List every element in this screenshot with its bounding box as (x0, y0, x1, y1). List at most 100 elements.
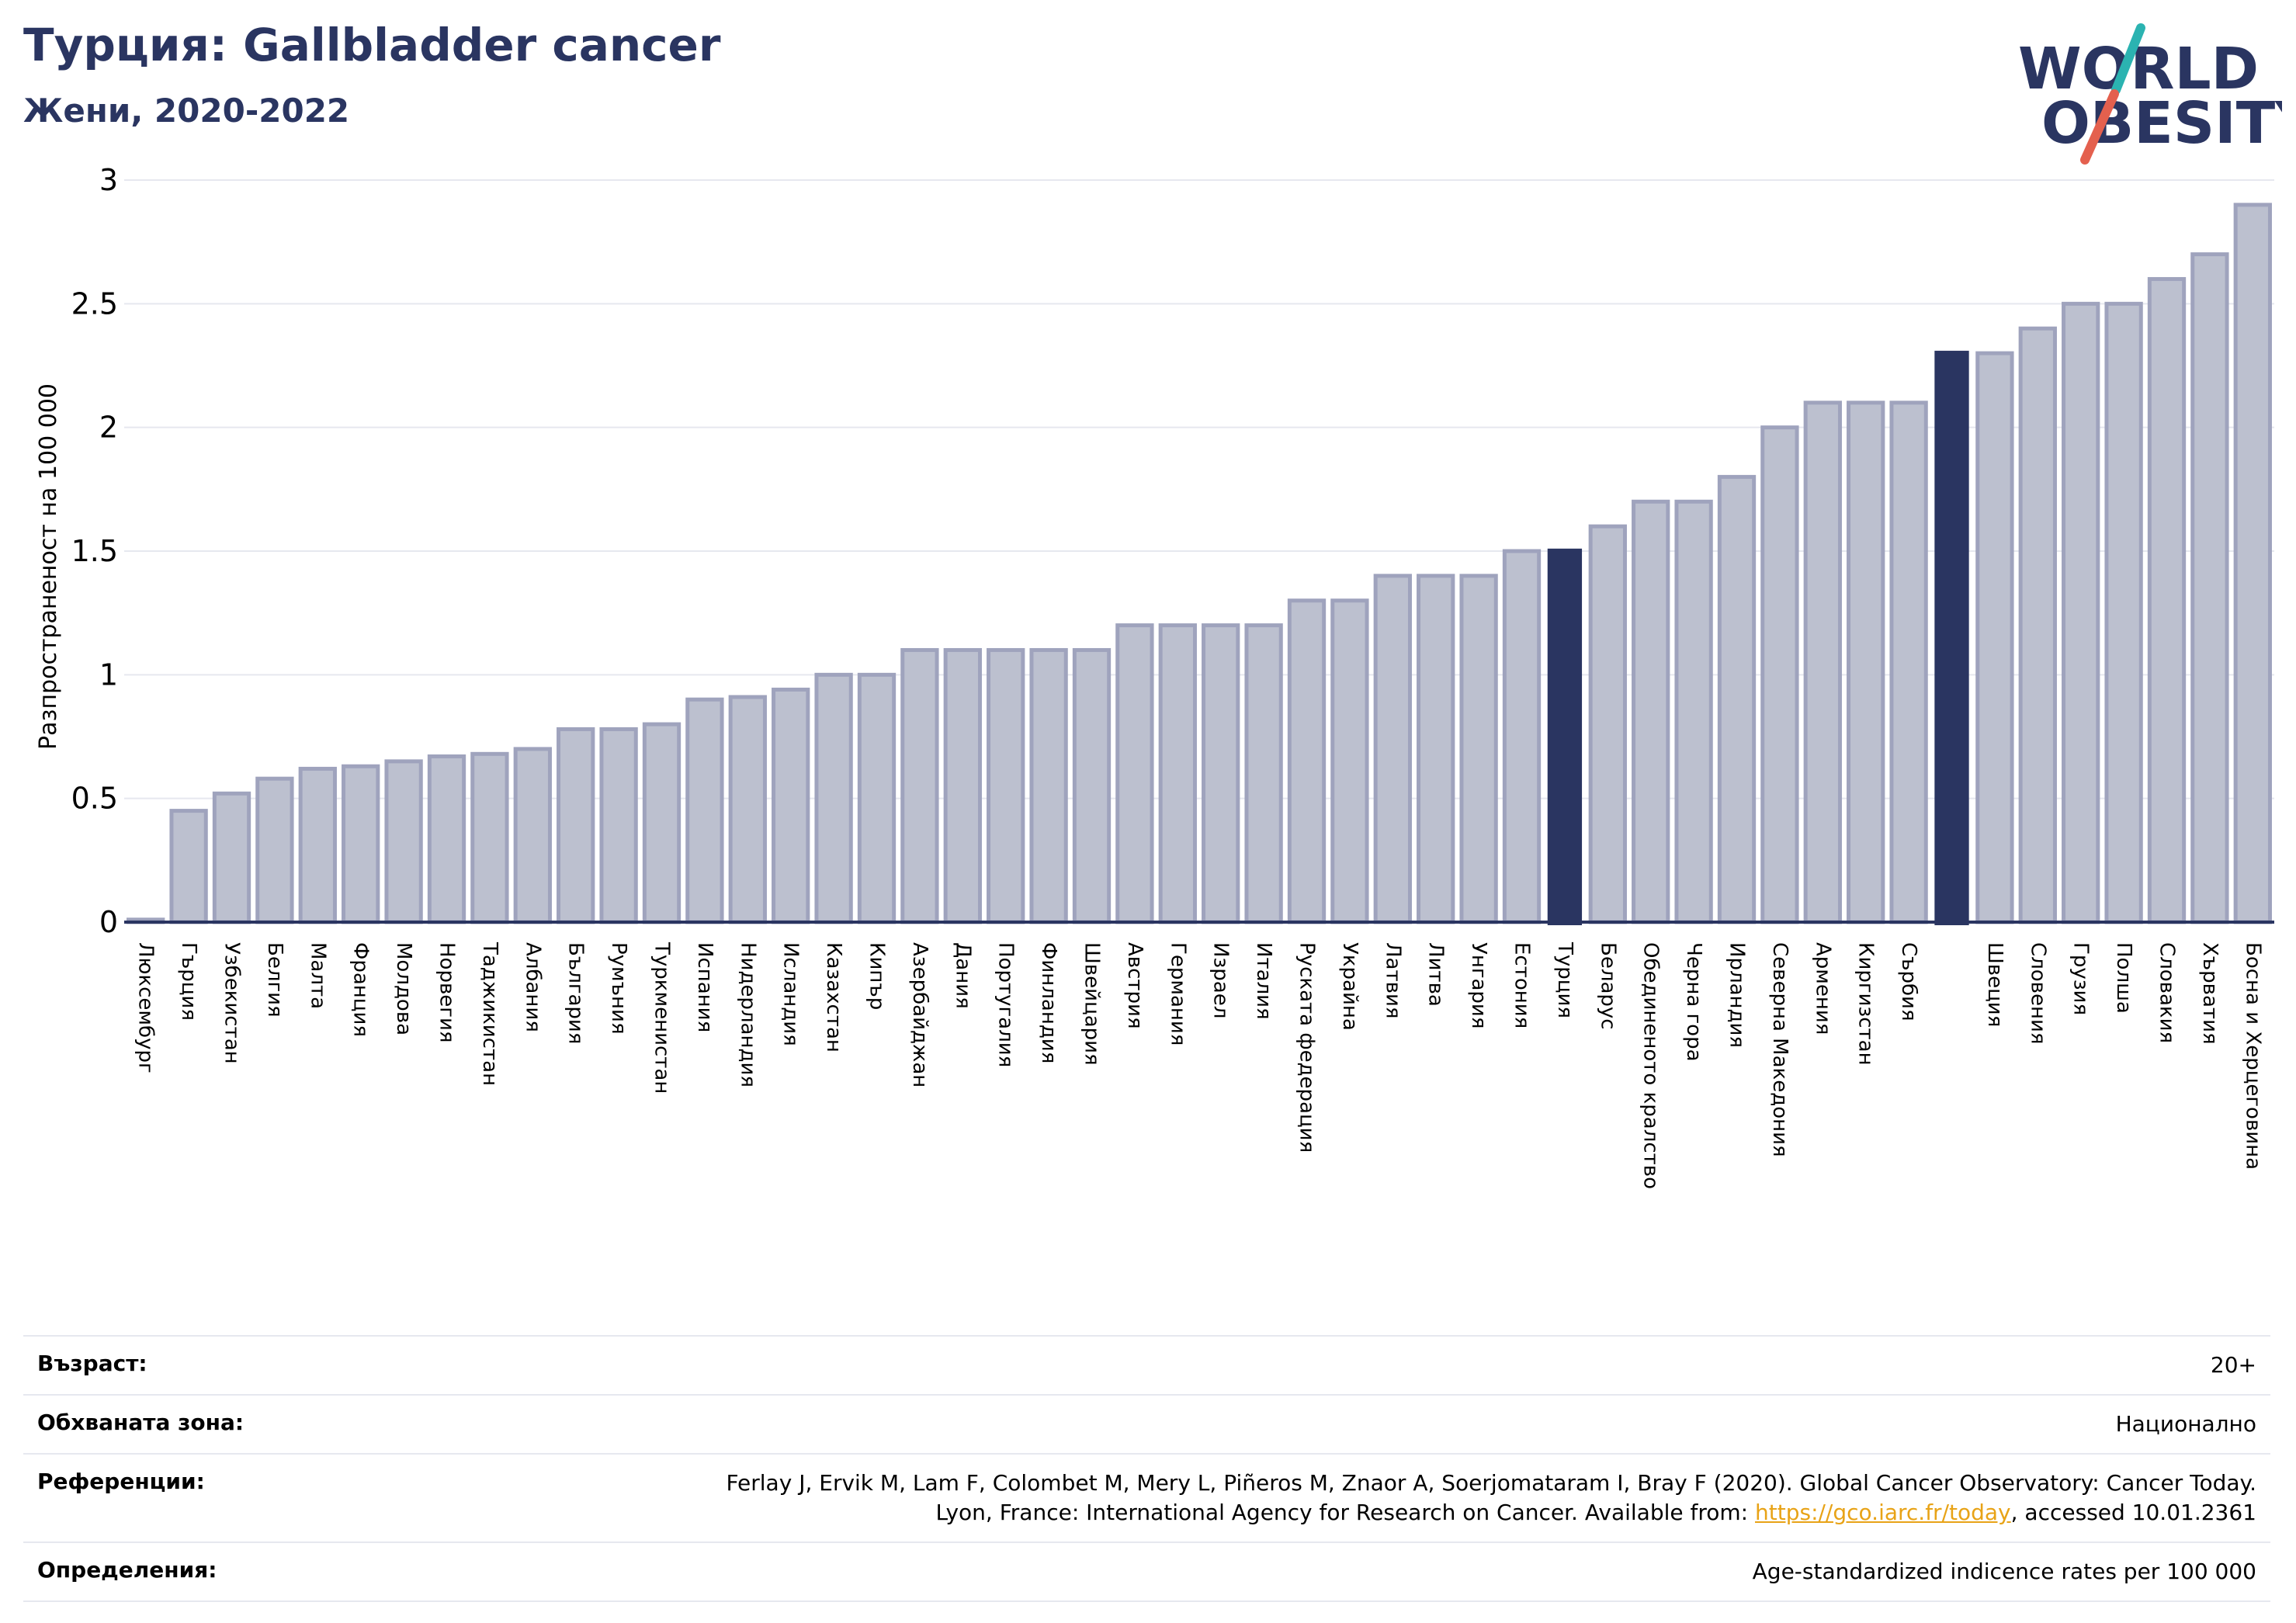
reference-line1: Ferlay J, Ervik M, Lam F, Colombet M, Me… (726, 1470, 2256, 1496)
reference-link[interactable]: https://gco.iarc.fr/today (1755, 1500, 2011, 1525)
bar (557, 727, 595, 924)
bar (1202, 623, 1240, 924)
world-obesity-logo: WORLD OBESITY (2018, 23, 2282, 165)
logo-slash-coral (2080, 89, 2119, 165)
meta-row-references: Референции: Ferlay J, Ervik M, Lam F, Co… (23, 1453, 2270, 1542)
x-tick-label: Израел (1209, 942, 1233, 1018)
x-tick-label: Молдова (392, 942, 415, 1035)
x-tick-label: Малта (306, 942, 329, 1009)
y-tick-label: 3 (99, 163, 118, 197)
x-tick-label: Дания (951, 942, 974, 1009)
bar (900, 647, 939, 924)
bar (2233, 203, 2272, 924)
x-tick-label: Италия (1252, 942, 1275, 1020)
y-axis-ticks: 0 0.5 1 1.5 2 2.5 3 (71, 163, 118, 939)
bar (814, 672, 853, 924)
bar (2147, 276, 2187, 924)
x-tick-label: Словения (2026, 942, 2049, 1045)
x-tick-label: Австрия (1123, 942, 1146, 1029)
x-tick-label: Финландия (1037, 942, 1060, 1063)
bar (384, 759, 423, 924)
logo-slash-teal (2111, 23, 2145, 95)
bar (1029, 647, 1068, 924)
bar (1287, 598, 1327, 924)
x-tick-label: Туркменистан (650, 942, 674, 1094)
y-tick-label: 0.5 (71, 782, 118, 816)
x-tick-label: Кипър (865, 942, 889, 1010)
x-tick-label: Франция (349, 942, 373, 1037)
bar (2104, 301, 2143, 924)
x-tick-label: Естония (1510, 942, 1534, 1028)
x-tick-label: Киргизстан (1854, 942, 1878, 1066)
bar (943, 647, 982, 924)
bar (1459, 574, 1498, 924)
meta-key-age: Възраст: (37, 1351, 147, 1376)
x-tick-label: Полша (2112, 942, 2135, 1014)
y-tick-label: 2.5 (71, 286, 118, 321)
x-tick-label: България (564, 942, 588, 1044)
bar (1115, 623, 1154, 924)
bar (255, 776, 294, 924)
bar (1934, 350, 1969, 925)
x-tick-label: Гърция (177, 942, 200, 1021)
bar (513, 747, 552, 924)
x-tick-label: Таджикистан (478, 942, 501, 1086)
x-tick-label: Албания (521, 942, 544, 1032)
x-tick-label: Люксембург (134, 942, 158, 1073)
x-tick-label: Ирландия (1725, 942, 1749, 1048)
x-tick-label: Швеция (1983, 942, 2006, 1027)
bar (470, 751, 509, 924)
x-tick-label: Хърватия (2198, 942, 2221, 1045)
reference-line2-post: , accessed 10.01.2361 (2010, 1500, 2256, 1525)
bar (1373, 574, 1412, 924)
bar (2018, 326, 2057, 924)
bar (1158, 623, 1197, 924)
bar (685, 697, 724, 924)
bar (1975, 351, 2014, 924)
x-tick-label: Белгия (263, 942, 286, 1018)
x-tick-label: Беларус (1596, 942, 1619, 1030)
chart-subtitle: Жени, 2020-2022 (23, 92, 350, 130)
bar (169, 809, 208, 924)
bar (1417, 574, 1455, 924)
logo-line1: WORLD (2018, 36, 2259, 102)
x-tick-label: Азербайджан (908, 942, 931, 1087)
bars (127, 203, 2272, 925)
meta-key-area: Обхваната зона: (37, 1410, 245, 1435)
y-axis-title: Разпространеност на 100 000 (35, 383, 62, 750)
bar (1244, 623, 1283, 924)
bar (298, 766, 337, 924)
bar (772, 687, 810, 924)
bar (1632, 499, 1670, 924)
meta-value-area: Национално (2115, 1411, 2256, 1437)
meta-key-references: Референции: (37, 1469, 205, 1494)
y-tick-label: 0 (99, 905, 118, 939)
bar (342, 764, 380, 924)
x-tick-label: Латвия (1381, 942, 1404, 1019)
bar (1588, 524, 1627, 924)
bar (1717, 474, 1757, 924)
bar (1889, 401, 1928, 924)
x-tick-label: Нидерландия (736, 942, 759, 1087)
bar (599, 727, 638, 924)
meta-key-definitions: Определения: (37, 1557, 217, 1583)
x-tick-label: Румъния (607, 942, 630, 1035)
x-tick-label: Украйна (1338, 942, 1361, 1031)
x-tick-label: Сърбия (1897, 942, 1920, 1021)
x-tick-label: Словакия (2156, 942, 2179, 1043)
meta-row-area: Обхваната зона: Национално (23, 1394, 2270, 1453)
x-tick-label: Испания (693, 942, 716, 1032)
bar (987, 647, 1025, 924)
bar (1330, 598, 1369, 924)
x-tick-label: Узбекистан (220, 942, 244, 1064)
bar-chart: 0 0.5 1 1.5 2 2.5 3 Люксембург Гърция Узбекистан… (35, 163, 2274, 1189)
metadata-table: Възраст: 20+ Обхваната зона: Национално … (23, 1335, 2270, 1602)
bar (1502, 549, 1542, 924)
x-axis-labels: Люксембург Гърция Узбекистан Белгия Малта Фра… (134, 942, 2265, 1189)
y-tick-label: 1.5 (71, 534, 118, 568)
logo-line2: OBESITY (2041, 90, 2282, 157)
x-tick-label: Норвегия (435, 942, 459, 1042)
x-tick-label: Унгария (1467, 942, 1490, 1028)
bar (728, 695, 767, 924)
meta-value-references: Ferlay J, Ervik M, Lam F, Colombet M, Me… (726, 1469, 2256, 1528)
